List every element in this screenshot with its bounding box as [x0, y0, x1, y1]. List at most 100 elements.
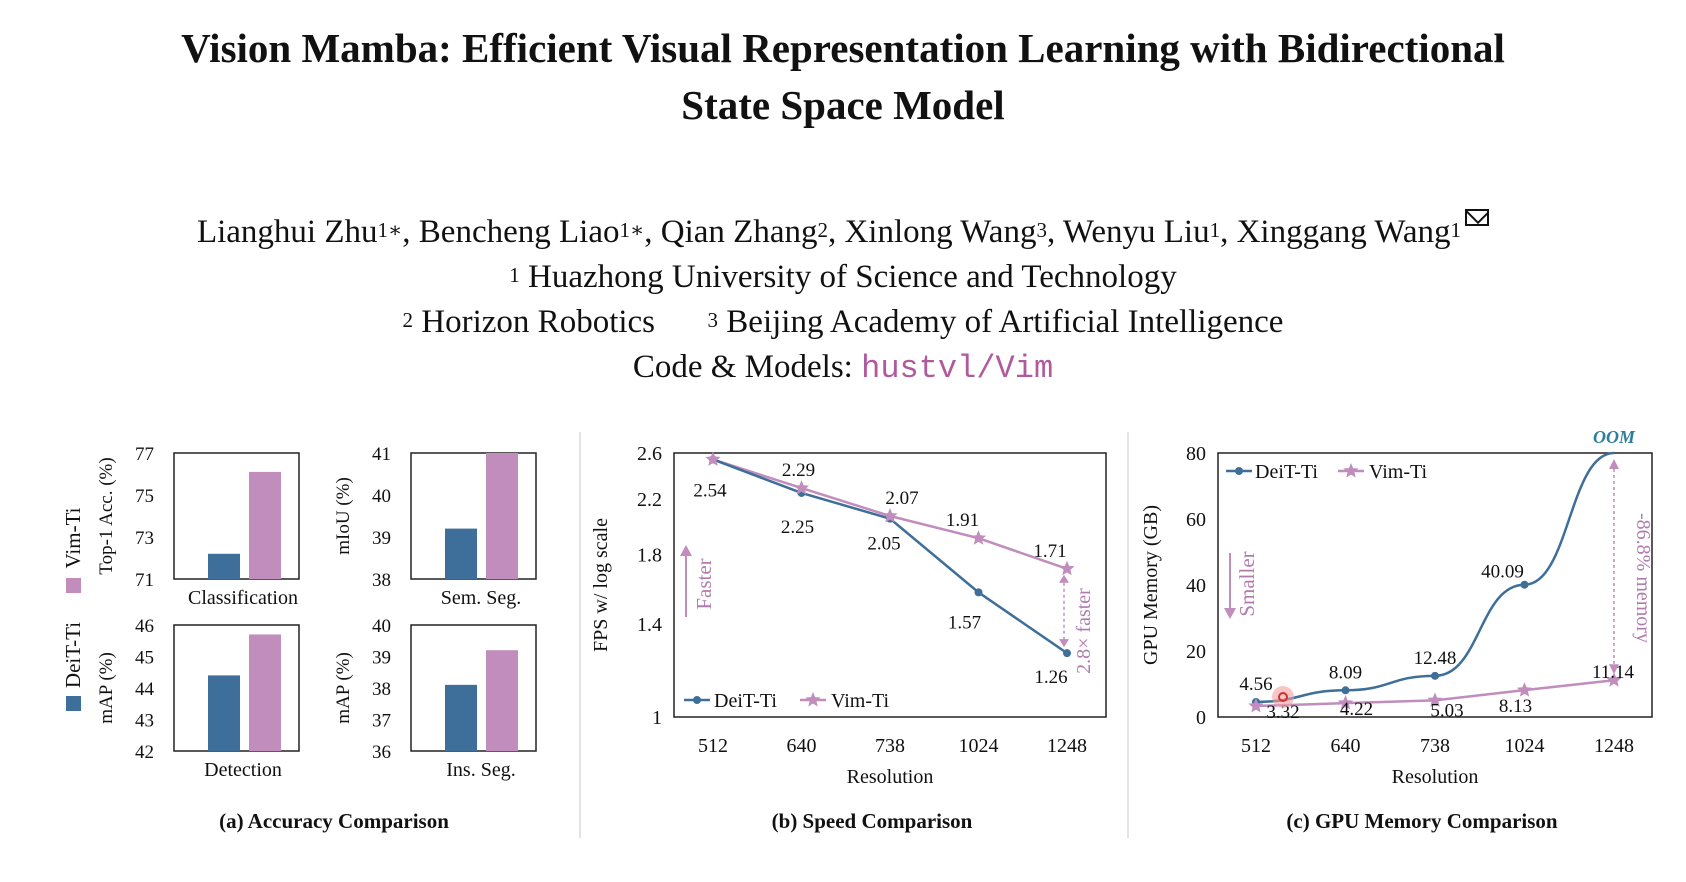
paper-title-line-2: State Space Model: [681, 82, 1005, 128]
bar-vim-ti: [249, 634, 281, 751]
data-label: 12.48: [1414, 648, 1457, 669]
y-tick-label: 40: [372, 616, 391, 637]
data-label: 2.05: [867, 534, 900, 555]
author-name: Qian Zhang: [660, 214, 818, 250]
speedup-arrowhead: [1059, 574, 1069, 583]
smaller-annotation: Smaller: [1235, 551, 1259, 616]
data-label: 4.22: [1340, 699, 1373, 720]
data-label: 1.26: [1034, 667, 1067, 688]
plot-frame: [1217, 452, 1653, 718]
x-tick-label: 1248: [1594, 735, 1634, 757]
x-axis-label: Resolution: [847, 766, 934, 788]
point-deit-ti: [1520, 580, 1529, 589]
data-label: 2.29: [782, 460, 815, 481]
y-tick-label: 71: [135, 570, 154, 591]
point-vim-ti: [1248, 698, 1264, 713]
author-name: Wenyu Liu: [1062, 214, 1210, 250]
y-tick-label: 39: [372, 648, 391, 669]
y-tick-label: 1.8: [637, 545, 662, 567]
y-tick-label: 38: [372, 570, 391, 591]
author-list: Lianghui Zhu1∗, Bencheng Liao1∗, Qian Zh…: [0, 209, 1686, 252]
affil-mark: 1: [509, 263, 520, 287]
code-label: Code & Models:: [632, 349, 853, 385]
memory-annotation: -86.8% memory: [1632, 513, 1654, 643]
subplot-label: Classification: [188, 587, 298, 609]
author-name: Xinggang Wang: [1236, 214, 1451, 250]
data-label: 40.09: [1481, 562, 1524, 583]
point-vim-ti: [1059, 560, 1075, 576]
y-tick-label: 36: [372, 742, 391, 763]
affiliation-1: 1 Huazhong University of Science and Tec…: [0, 257, 1686, 297]
paper-title: Vision Mamba: Efficient Visual Represent…: [0, 20, 1686, 134]
point-vim-ti: [970, 530, 987, 545]
author-affil-mark: 1∗: [619, 218, 645, 242]
x-tick-label: 738: [875, 735, 905, 757]
y-tick-label: 42: [135, 742, 154, 763]
envelope-icon[interactable]: [1465, 209, 1490, 226]
bar-vim-ti: [249, 471, 281, 579]
author-affil-mark: 1: [1209, 218, 1221, 242]
point-vim-ti: [793, 480, 810, 495]
x-tick-label: 640: [1331, 735, 1361, 757]
y-tick-label: 38: [372, 679, 391, 700]
series-line-deit-ti: [1255, 451, 1615, 704]
affiliation-2-3: 2 Horizon Robotics 3 Beijing Academy of …: [0, 302, 1686, 342]
legend-marker-deit-ti: [1235, 467, 1243, 475]
faster-arrowhead: [680, 545, 692, 556]
y-tick-label: 40: [1186, 575, 1206, 597]
oom-label: OOM: [1593, 427, 1636, 447]
y-tick-label: 46: [135, 616, 154, 637]
speedup-arrowhead: [1059, 639, 1069, 648]
point-deit-ti: [1431, 671, 1439, 680]
x-tick-label: 1248: [1047, 735, 1087, 757]
y-axis-label: mAP (%): [96, 652, 117, 724]
y-tick-label: 60: [1186, 509, 1206, 531]
legend-marker-deit-ti: [693, 696, 701, 704]
y-axis-label: GPU Memory (GB): [1140, 505, 1162, 665]
y-tick-label: 39: [372, 528, 391, 549]
author-name: Xinlong Wang: [844, 214, 1037, 250]
point-deit-ti: [1063, 649, 1071, 658]
bar-vim-ti: [486, 453, 518, 579]
x-tick-label: 1024: [1505, 735, 1545, 757]
point-vim-ti: [1516, 682, 1533, 697]
y-tick-label: 45: [135, 648, 154, 669]
plot-frame: [673, 452, 1107, 718]
data-label: 5.03: [1430, 700, 1463, 721]
figure-caption-b: (b) Speed Comparison: [772, 809, 973, 833]
affil-name: Horizon Robotics: [421, 304, 656, 340]
point-vim-ti: [705, 451, 721, 466]
affil-mark: 2: [402, 308, 414, 332]
bar-deit-ti: [445, 528, 477, 579]
y-tick-label: 2.6: [637, 443, 662, 465]
code-line: Code & Models: hustvl/Vim: [0, 347, 1686, 389]
bar-deit-ti: [208, 675, 240, 751]
paper-title-line-1: Vision Mamba: Efficient Visual Represent…: [181, 25, 1505, 71]
data-label: 2.54: [693, 480, 727, 501]
y-tick-label: 44: [135, 679, 155, 700]
y-tick-label: 2.2: [637, 489, 662, 511]
code-link[interactable]: hustvl/Vim: [861, 350, 1054, 387]
data-label: 2.07: [885, 488, 918, 509]
subplot-label: Sem. Seg.: [441, 587, 522, 609]
y-tick-label: 37: [372, 711, 391, 732]
bar-deit-ti: [208, 553, 240, 579]
x-tick-label: 738: [1420, 735, 1450, 757]
author-name: Lianghui Zhu: [196, 214, 378, 250]
memory-arrowhead: [1609, 664, 1619, 675]
author-affil-mark: 3: [1036, 218, 1047, 242]
highlight-dot-core: [1278, 692, 1288, 702]
y-tick-label: 75: [135, 486, 154, 507]
data-label: 8.09: [1329, 662, 1362, 683]
y-tick-label: 20: [1186, 641, 1206, 663]
x-tick-label: 640: [787, 735, 817, 757]
figure-caption-a: (a) Accuracy Comparison: [219, 809, 449, 833]
y-tick-label: 1.4: [637, 614, 662, 636]
data-label: 4.56: [1239, 674, 1272, 695]
bar-vim-ti: [486, 650, 518, 751]
x-tick-label: 512: [1241, 735, 1271, 757]
data-label: 11.14: [1592, 662, 1635, 683]
highlight-dot: [1272, 686, 1294, 708]
point-deit-ti: [974, 588, 983, 597]
